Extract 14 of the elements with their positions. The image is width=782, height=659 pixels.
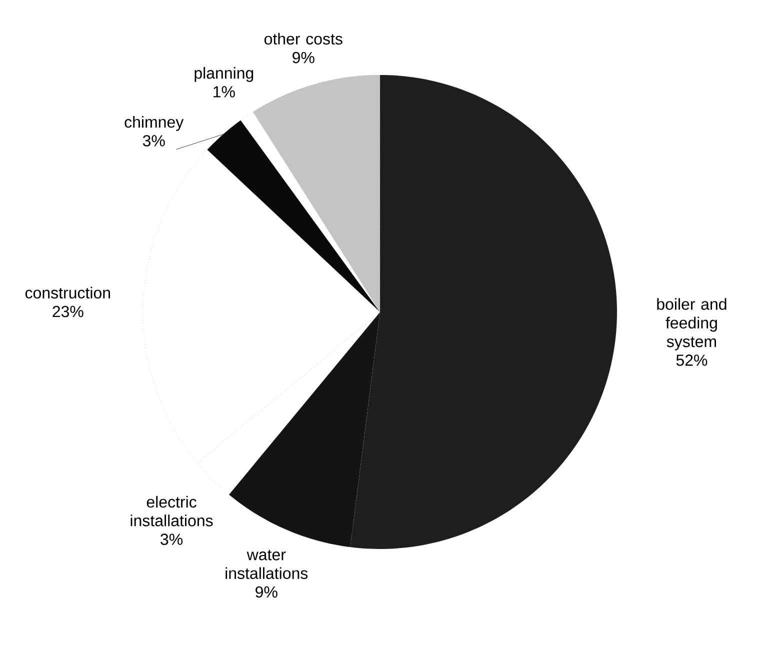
slice-label: water installations (226, 550, 308, 579)
slice-label: planning (194, 67, 254, 82)
data-label: 9% (292, 52, 314, 64)
slice-label: other costs (264, 32, 342, 45)
data-label: 23% (52, 306, 84, 318)
data-label: 52% (676, 354, 708, 366)
slice-label: boiler and feeding system (657, 298, 726, 350)
slice-label: chimney (124, 116, 184, 131)
data-label: 3% (160, 534, 183, 545)
data-label: 1% (214, 86, 235, 98)
data-label: 9% (256, 586, 278, 598)
data-label: 3% (142, 135, 165, 146)
slice-label: construction (25, 286, 110, 299)
slice-label: electric installations (130, 496, 213, 526)
